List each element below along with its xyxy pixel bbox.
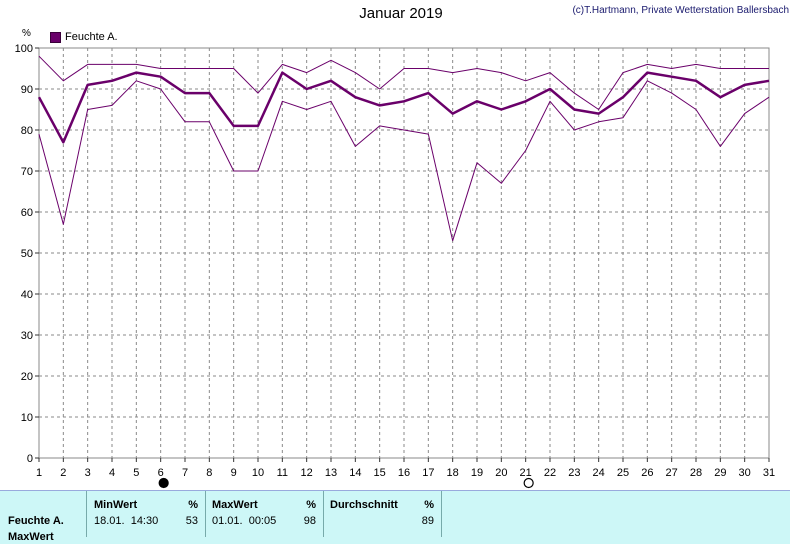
x-tick-label: 16 [398,467,410,479]
x-tick-label: 26 [641,467,653,479]
avg-header: Durchschnitt [330,499,398,511]
y-unit-label: % [22,28,31,39]
series-line-min [38,80,770,242]
y-tick-label: 0 [27,453,33,465]
legend-swatch [50,31,61,43]
y-tick-label: 50 [21,248,33,260]
legend: Feuchte A. [50,31,118,43]
x-tick-label: 17 [422,467,434,479]
y-tick-label: 90 [21,84,33,96]
max-unit: % [306,499,316,511]
stats-divider [86,491,87,537]
stats-min-cell: MinWert % 18.01. 14:30 53 [94,491,204,544]
y-tick-label: 70 [21,166,33,178]
full-moon-icon [523,477,534,489]
stats-avg-cell: Durchschnitt % 89 [330,491,440,544]
x-tick-label: 1 [36,467,42,479]
credit-text: (c)T.Hartmann, Private Wetterstation Bal… [572,5,789,16]
x-tick-label: 4 [109,467,115,479]
min-value: 53 [185,515,198,527]
x-tick-label: 12 [301,467,313,479]
stats-divider [205,491,206,537]
min-header: MinWert [94,499,138,511]
x-tick-label: 14 [349,467,361,479]
y-tick-label: 40 [21,289,33,301]
y-tick-label: 30 [21,330,33,342]
legend-label: Feuchte A. [65,31,118,43]
series-line-max [38,55,769,110]
y-tick-label: 100 [15,43,33,55]
x-tick-label: 20 [495,467,507,479]
new-moon-icon [158,477,169,489]
series-line-mean [37,71,770,144]
x-tick-label: 22 [544,467,556,479]
x-tick-label: 27 [666,467,678,479]
x-tick-label: 5 [133,467,139,479]
x-tick-label: 8 [206,467,212,479]
grid [39,48,769,458]
x-tick-label: 30 [739,467,751,479]
x-tick-label: 23 [568,467,580,479]
y-axis: 0 10 20 30 40 50 60 70 80 90 100 [15,43,39,465]
x-tick-label: 9 [231,467,237,479]
moon-phase-markers [158,477,534,489]
avg-value: 89 [421,515,434,527]
x-tick-label: 11 [277,467,288,479]
x-tick-label: 3 [85,467,91,479]
x-tick-label: 28 [690,467,702,479]
stats-divider [441,491,442,537]
x-tick-label: 7 [182,467,188,479]
chart-title: Januar 2019 [359,5,443,22]
x-axis: 1 2 3 4 5 6 7 8 9 10 11 12 13 14 15 16 17 18 19 20 21 22 23 24 2… [36,458,775,479]
stats-row-label2: MaxWert [8,531,54,543]
stats-divider [323,491,324,537]
series-layer [37,55,770,242]
y-tick-label: 80 [21,125,33,137]
x-tick-label: 18 [447,467,459,479]
x-tick-label: 29 [714,467,726,479]
y-tick-label: 10 [21,412,33,424]
x-tick-label: 10 [252,467,264,479]
x-tick-label: 19 [471,467,483,479]
avg-unit: % [424,499,434,511]
x-tick-label: 21 [520,467,532,479]
y-tick-label: 20 [21,371,33,383]
min-unit: % [188,499,198,511]
x-tick-label: 25 [617,467,629,479]
stats-panel: Feuchte A. MaxWert MinWert % 18.01. 14:3… [0,490,790,544]
max-timestamp: 01.01. 00:05 [212,515,277,527]
min-timestamp: 18.01. 14:30 [94,515,159,527]
x-tick-label: 6 [158,467,164,479]
stats-max-cell: MaxWert % 01.01. 00:05 98 [212,491,322,544]
x-tick-label: 24 [593,467,605,479]
stats-row-label: Feuchte A. [8,515,64,527]
y-tick-label: 60 [21,207,33,219]
x-tick-label: 15 [374,467,386,479]
max-header: MaxWert [212,499,258,511]
x-tick-label: 13 [325,467,337,479]
x-tick-label: 31 [763,467,775,479]
max-value: 98 [303,515,316,527]
x-tick-label: 2 [60,467,66,479]
